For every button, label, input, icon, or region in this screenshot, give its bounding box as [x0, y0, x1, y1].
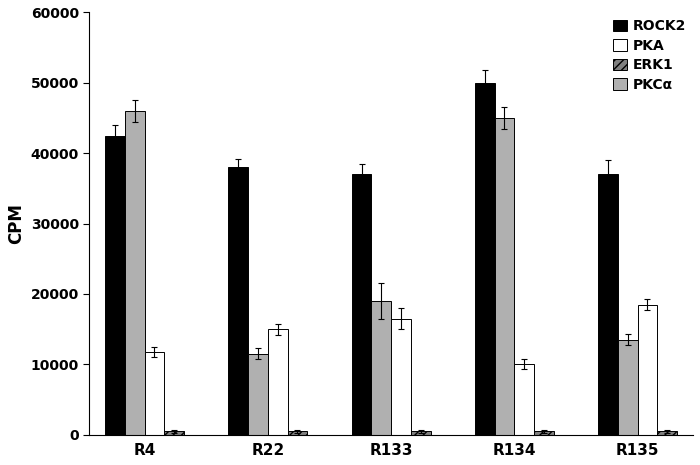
Bar: [657, 431, 677, 435]
Bar: [638, 305, 657, 435]
Bar: [351, 174, 372, 435]
Y-axis label: CPM: CPM: [7, 203, 25, 244]
Bar: [411, 431, 430, 435]
Bar: [288, 431, 307, 435]
Bar: [372, 301, 391, 435]
Bar: [248, 354, 268, 435]
Legend: ROCK2, PKA, ERK1, PKCα: ROCK2, PKA, ERK1, PKCα: [613, 20, 686, 92]
Bar: [534, 431, 554, 435]
Bar: [164, 431, 184, 435]
Bar: [268, 329, 288, 435]
Bar: [145, 352, 164, 435]
Bar: [475, 83, 495, 435]
Bar: [514, 365, 534, 435]
Bar: [618, 340, 638, 435]
Bar: [598, 174, 618, 435]
Bar: [125, 111, 145, 435]
Bar: [495, 118, 514, 435]
Bar: [228, 167, 248, 435]
Bar: [391, 319, 411, 435]
Bar: [105, 136, 125, 435]
